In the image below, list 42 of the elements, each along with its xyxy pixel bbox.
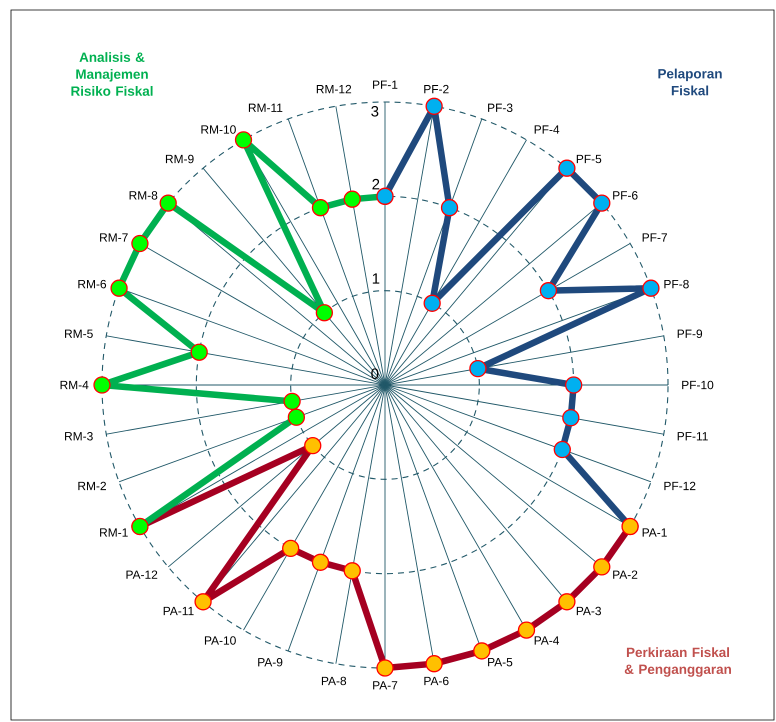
spoke-label: RM-11 bbox=[248, 104, 282, 112]
spoke-label: PA-2 bbox=[613, 570, 638, 579]
spoke-label: PF-9 bbox=[678, 330, 702, 338]
spoke-label: PA-3 bbox=[576, 606, 601, 616]
y-tick-label: 1 bbox=[372, 273, 380, 284]
spoke-label: RM-3 bbox=[65, 432, 93, 440]
spoke-label: RM-12 bbox=[316, 84, 352, 94]
spoke-label: PA-11 bbox=[164, 606, 194, 616]
spoke-label: PF-8 bbox=[664, 280, 689, 288]
text: Perkiraan Fiskal & Penganggaran bbox=[624, 647, 731, 677]
spoke-label: PA-6 bbox=[424, 676, 449, 686]
y-tick-label: 3 bbox=[371, 106, 378, 117]
spoke-label: PA-7 bbox=[373, 681, 398, 690]
y-tick-label: 2 bbox=[372, 178, 380, 190]
text: Analisis & Manajemen Risiko Fiskal bbox=[71, 52, 153, 96]
spoke-label: PA-1 bbox=[642, 528, 667, 537]
spoke-label: RM-1 bbox=[100, 528, 128, 537]
spoke-label: PF-4 bbox=[534, 125, 560, 134]
spoke-label: PA-4 bbox=[534, 636, 560, 645]
spoke-label: PF-7 bbox=[642, 233, 667, 242]
spoke-label: PF-12 bbox=[664, 482, 696, 490]
spoke-label: PA-5 bbox=[488, 658, 512, 666]
spoke-label: RM-10 bbox=[201, 125, 236, 134]
spoke-label: RM-5 bbox=[65, 330, 93, 338]
spoke-label: PA-12 bbox=[126, 570, 158, 579]
spoke-label: RM-2 bbox=[78, 482, 106, 490]
spoke-label: PF-11 bbox=[678, 432, 708, 440]
spoke-label: RM-4 bbox=[60, 380, 88, 390]
text: Pelaporan Fiskal bbox=[658, 68, 722, 96]
spoke-label: PF-2 bbox=[424, 84, 449, 94]
spoke-label: RM-6 bbox=[78, 280, 106, 288]
spoke-label: PF-6 bbox=[613, 191, 638, 200]
spoke-label: PF-5 bbox=[576, 154, 602, 164]
spoke-label: PF-1 bbox=[373, 80, 398, 89]
spoke-label: PA-10 bbox=[204, 636, 236, 645]
spoke-label: RM-8 bbox=[130, 191, 158, 200]
spoke-label: PF-3 bbox=[488, 104, 512, 112]
spoke-label: RM-7 bbox=[100, 233, 128, 242]
spoke-label: PF-10 bbox=[682, 380, 714, 390]
spoke-label: PA-9 bbox=[258, 658, 282, 666]
spoke-label: RM-9 bbox=[166, 154, 194, 164]
spoke-label: PA-8 bbox=[322, 676, 346, 686]
